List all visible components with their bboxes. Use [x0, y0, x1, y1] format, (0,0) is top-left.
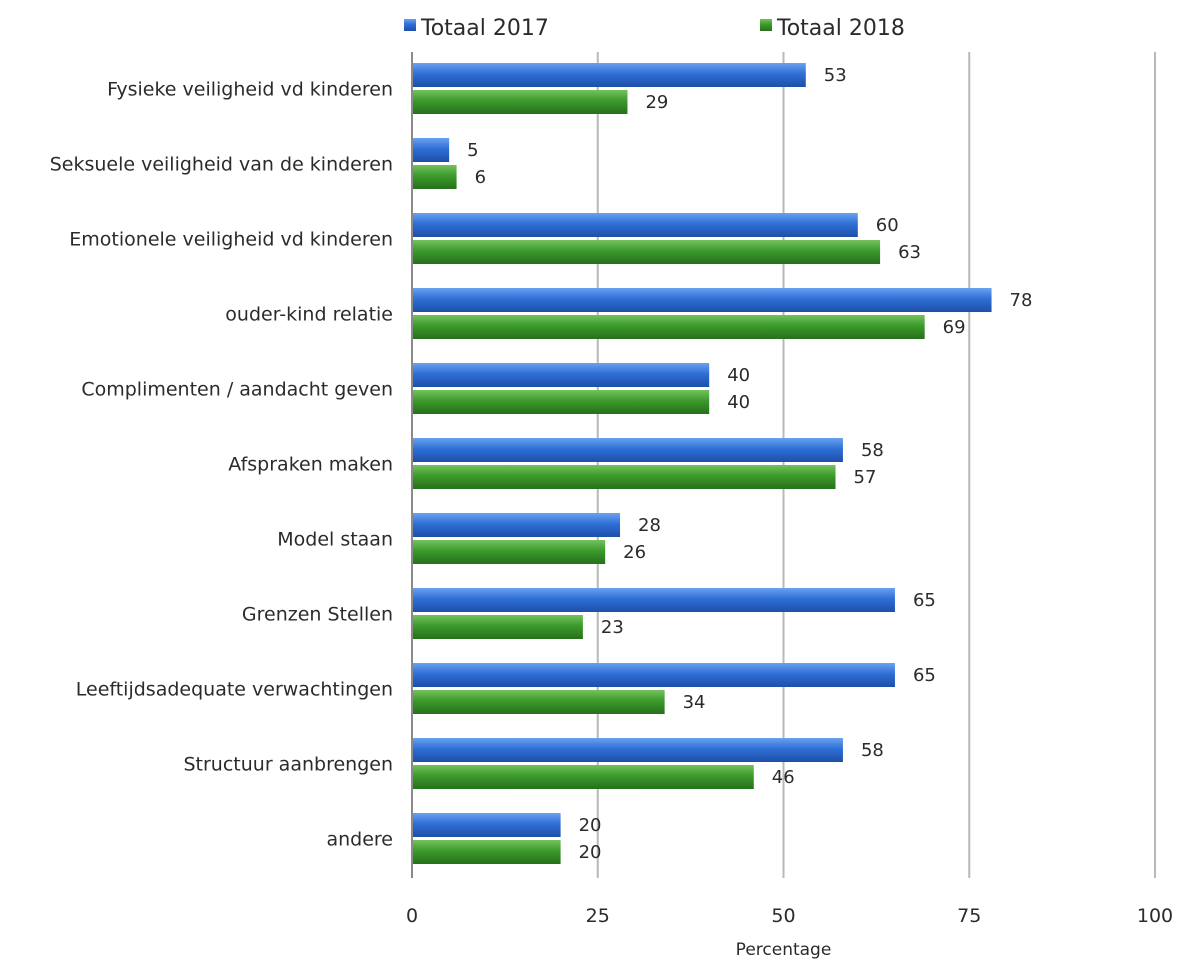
legend-label-totaal-2018: Totaal 2018 [776, 16, 905, 41]
bar-totaal-2018-seksuele-veiligheid-van-de-kinderen [413, 165, 457, 189]
value-label-totaal-2017-grenzen-stellen: 65 [913, 590, 936, 611]
value-label-totaal-2018-structuur-aanbrengen: 46 [772, 767, 795, 788]
legend: Totaal 2017 Totaal 2018 [404, 16, 905, 41]
value-label-totaal-2018-complimenten-aandacht-geven: 40 [727, 392, 750, 413]
value-label-totaal-2018-leeftijdsadequate-verwachtingen: 34 [683, 692, 706, 713]
value-label-totaal-2017-emotionele-veiligheid-vd-kinderen: 60 [876, 215, 899, 236]
value-label-totaal-2017-complimenten-aandacht-geven: 40 [727, 365, 750, 386]
x-tick-label-100: 100 [1137, 905, 1173, 927]
value-label-totaal-2018-seksuele-veiligheid-van-de-kinderen: 6 [475, 167, 486, 188]
x-tick-label-25: 25 [586, 905, 610, 927]
bar-totaal-2017-model-staan [413, 513, 620, 537]
bar-totaal-2017-ouder-kind-relatie [413, 288, 992, 312]
value-label-totaal-2018-afspraken-maken: 57 [854, 467, 877, 488]
bar-totaal-2017-andere [413, 813, 561, 837]
x-tick-label-50: 50 [771, 905, 795, 927]
category-label-structuur-aanbrengen: Structuur aanbrengen [183, 754, 393, 776]
bar-totaal-2018-structuur-aanbrengen [413, 765, 754, 789]
category-label-emotionele-veiligheid-vd-kinderen: Emotionele veiligheid vd kinderen [69, 229, 393, 251]
category-label-fysieke-veiligheid-vd-kinderen: Fysieke veiligheid vd kinderen [107, 79, 393, 101]
legend-label-totaal-2017: Totaal 2017 [420, 16, 549, 41]
category-label-leeftijdsadequate-verwachtingen: Leeftijdsadequate verwachtingen [76, 679, 393, 701]
value-label-totaal-2017-fysieke-veiligheid-vd-kinderen: 53 [824, 65, 847, 86]
value-label-totaal-2017-seksuele-veiligheid-van-de-kinderen: 5 [467, 140, 478, 161]
bar-totaal-2017-leeftijdsadequate-verwachtingen [413, 663, 895, 687]
value-label-totaal-2018-andere: 20 [579, 842, 602, 863]
value-label-totaal-2018-ouder-kind-relatie: 69 [943, 317, 966, 338]
category-label-seksuele-veiligheid-van-de-kinderen: Seksuele veiligheid van de kinderen [50, 154, 393, 176]
value-label-totaal-2017-structuur-aanbrengen: 58 [861, 740, 884, 761]
value-label-totaal-2017-model-staan: 28 [638, 515, 661, 536]
bar-totaal-2018-complimenten-aandacht-geven [413, 390, 709, 414]
value-label-totaal-2017-afspraken-maken: 58 [861, 440, 884, 461]
bar-totaal-2018-andere [413, 840, 561, 864]
bar-totaal-2018-ouder-kind-relatie [413, 315, 925, 339]
category-label-grenzen-stellen: Grenzen Stellen [242, 604, 393, 626]
category-label-model-staan: Model staan [277, 529, 393, 551]
value-label-totaal-2018-fysieke-veiligheid-vd-kinderen: 29 [645, 92, 668, 113]
bar-totaal-2017-seksuele-veiligheid-van-de-kinderen [413, 138, 449, 162]
value-label-totaal-2018-model-staan: 26 [623, 542, 646, 563]
bar-totaal-2017-emotionele-veiligheid-vd-kinderen [413, 213, 858, 237]
bar-totaal-2018-afspraken-maken [413, 465, 836, 489]
category-label-complimenten-aandacht-geven: Complimenten / aandacht geven [81, 379, 393, 401]
bar-layer [413, 63, 992, 864]
bar-totaal-2018-leeftijdsadequate-verwachtingen [413, 690, 665, 714]
bar-totaal-2017-afspraken-maken [413, 438, 843, 462]
bar-totaal-2018-emotionele-veiligheid-vd-kinderen [413, 240, 880, 264]
bar-totaal-2018-grenzen-stellen [413, 615, 583, 639]
value-label-totaal-2018-grenzen-stellen: 23 [601, 617, 624, 638]
bar-totaal-2017-fysieke-veiligheid-vd-kinderen [413, 63, 806, 87]
category-label-ouder-kind-relatie: ouder-kind relatie [225, 304, 393, 326]
bar-totaal-2017-complimenten-aandacht-geven [413, 363, 709, 387]
category-label-andere: andere [326, 829, 393, 851]
bar-totaal-2017-grenzen-stellen [413, 588, 895, 612]
value-label-totaal-2018-emotionele-veiligheid-vd-kinderen: 63 [898, 242, 921, 263]
category-label-afspraken-maken: Afspraken maken [228, 454, 393, 476]
bar-totaal-2017-structuur-aanbrengen [413, 738, 843, 762]
x-tick-label-75: 75 [957, 905, 981, 927]
legend-swatch-totaal-2017 [404, 19, 416, 31]
x-tick-label-0: 0 [406, 905, 418, 927]
value-label-totaal-2017-ouder-kind-relatie: 78 [1010, 290, 1033, 311]
value-label-totaal-2017-andere: 20 [579, 815, 602, 836]
value-label-totaal-2017-leeftijdsadequate-verwachtingen: 65 [913, 665, 936, 686]
bar-totaal-2018-fysieke-veiligheid-vd-kinderen [413, 90, 627, 114]
x-axis-title: Percentage [736, 940, 832, 960]
bar-totaal-2018-model-staan [413, 540, 605, 564]
legend-swatch-totaal-2018 [760, 19, 772, 31]
